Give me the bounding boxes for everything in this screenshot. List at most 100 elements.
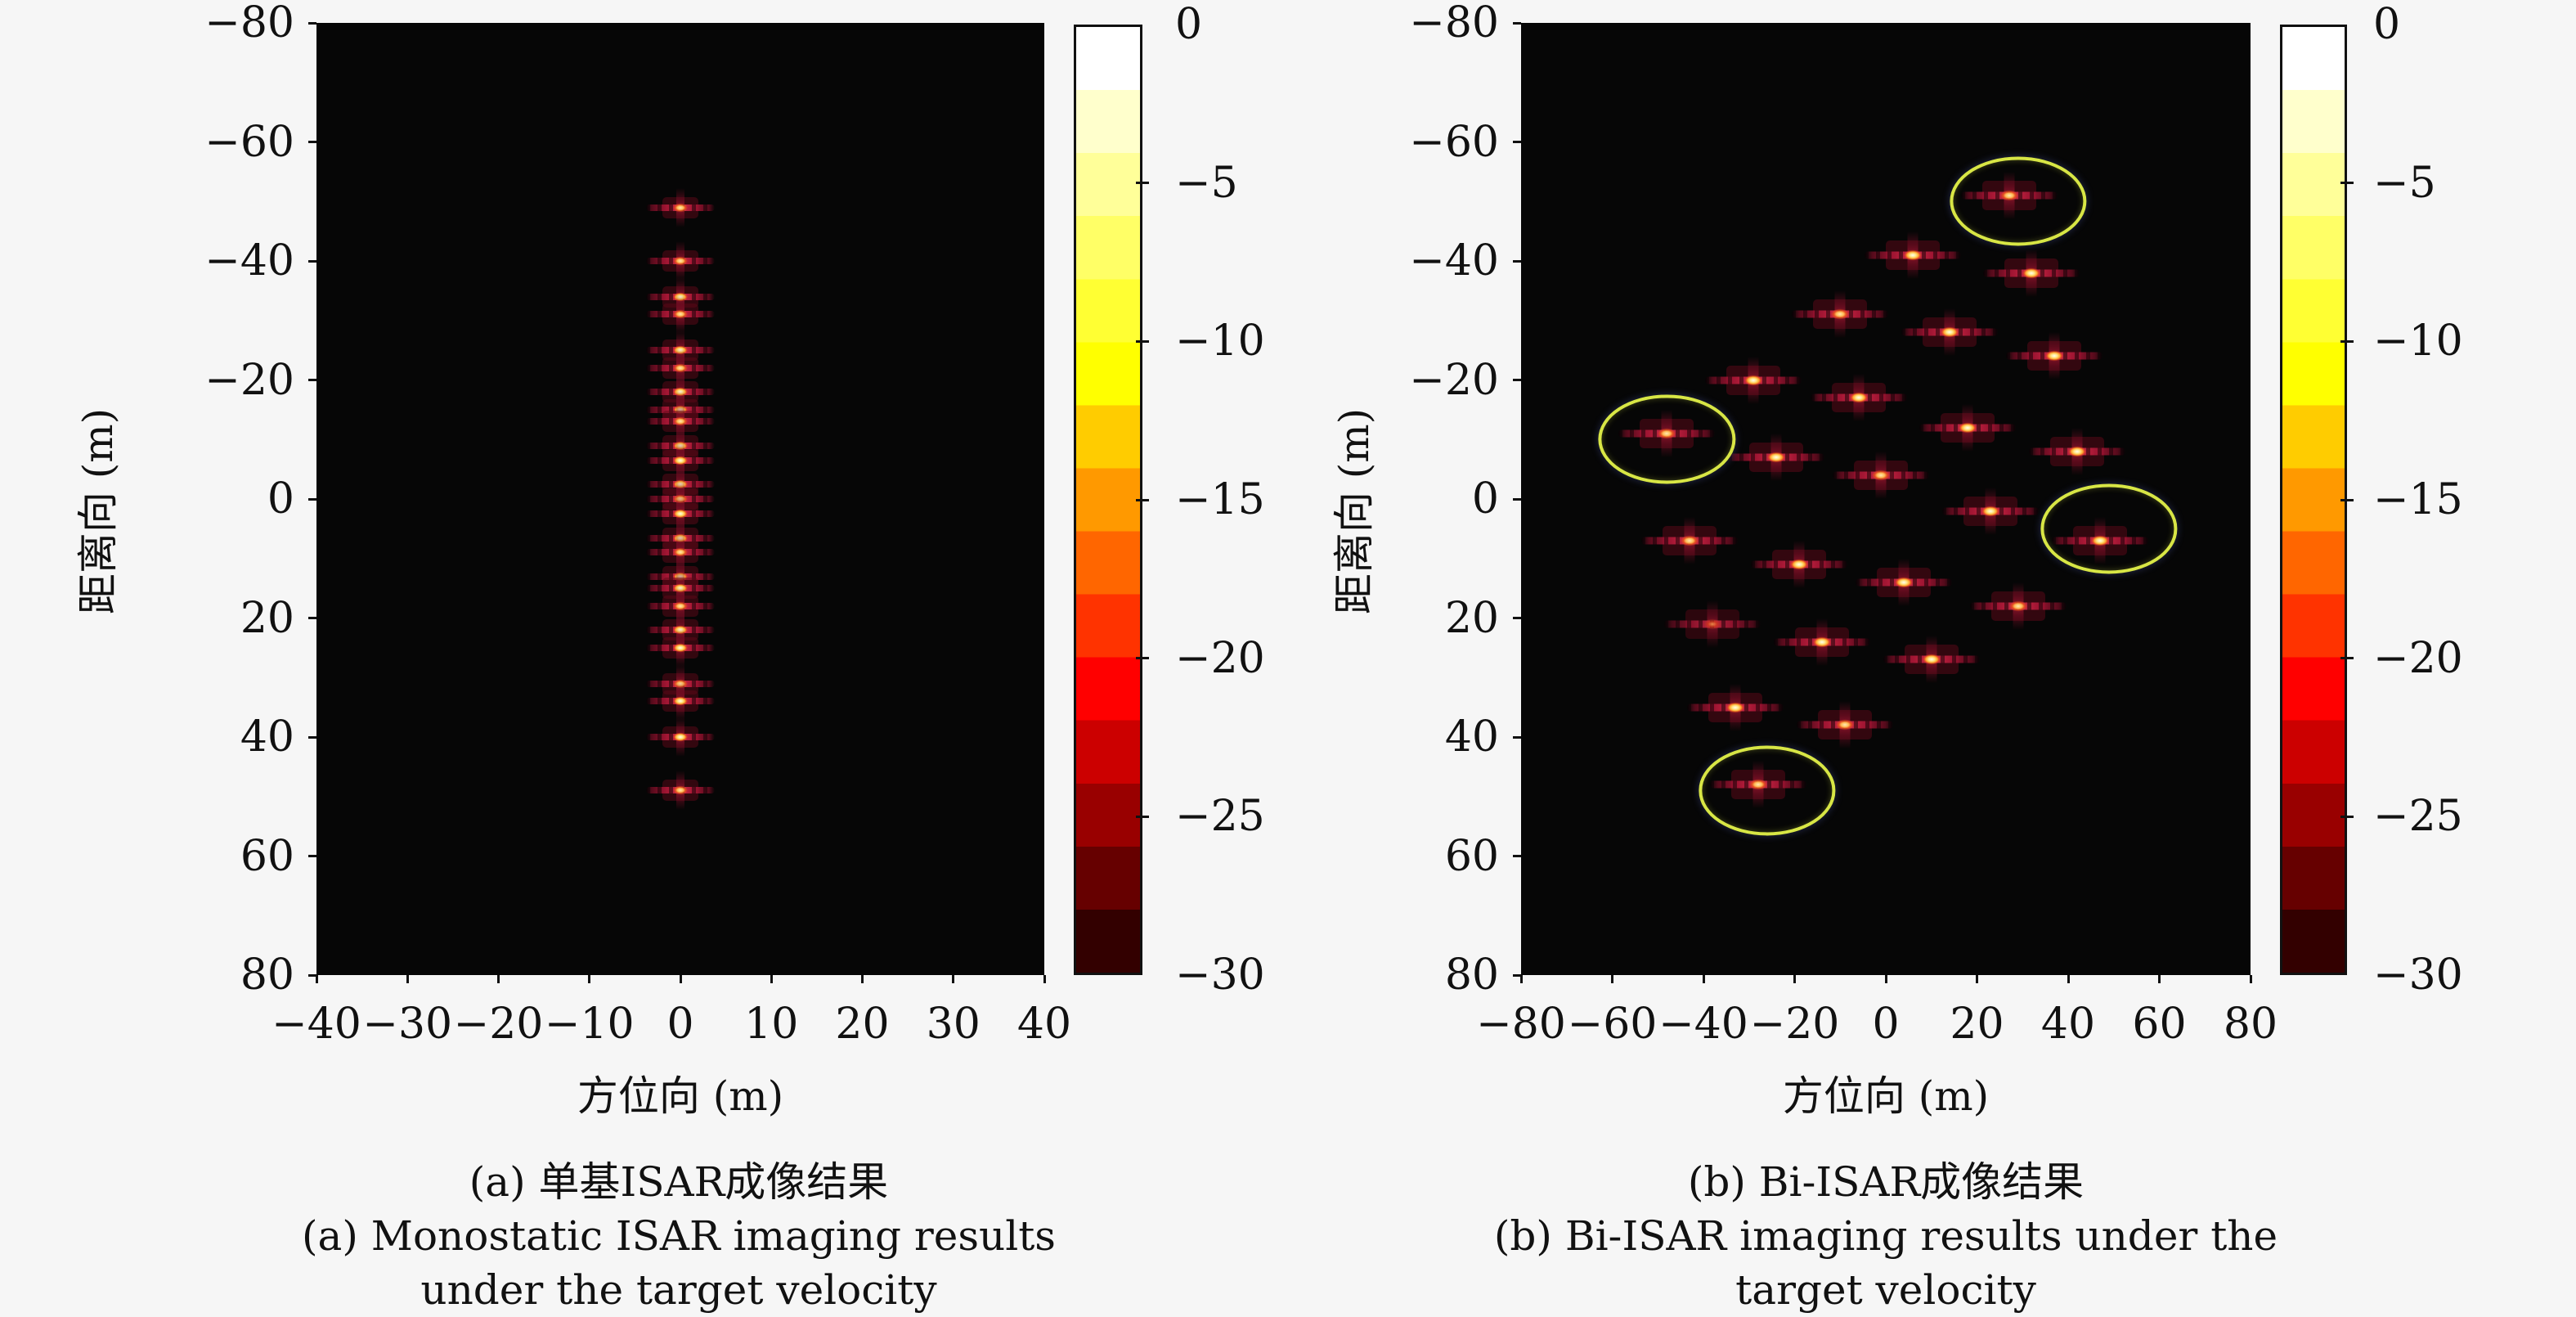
colorbar-tick-label: −20 xyxy=(2373,633,2463,683)
x-tick-mark xyxy=(315,975,318,983)
colorbar-tick-mark xyxy=(1136,498,1149,501)
point-core xyxy=(673,732,688,742)
y-tick-mark xyxy=(1513,21,1521,25)
colorbar-tick-label: −15 xyxy=(2373,475,2463,524)
x-tick-mark xyxy=(1976,975,1978,983)
y-tick-label: −80 xyxy=(204,0,294,47)
x-tick-mark xyxy=(1702,975,1705,983)
point-core xyxy=(2022,267,2041,279)
colorbar-tick-mark xyxy=(1136,182,1149,185)
x-tick-mark xyxy=(406,975,409,983)
x-tick-mark xyxy=(2067,975,2070,983)
x-tick-label: −80 xyxy=(1476,1000,1566,1049)
y-tick-mark xyxy=(1513,973,1521,977)
y-tick-mark xyxy=(308,21,316,25)
y-tick-mark xyxy=(1513,497,1521,501)
x-tick-label: 30 xyxy=(926,1000,981,1049)
y-tick-mark xyxy=(308,617,316,619)
point-core xyxy=(2008,600,2027,612)
y-tick-label: 0 xyxy=(1471,474,1499,524)
point-core xyxy=(1904,249,1923,261)
caption-en2-bisar: target velocity xyxy=(1735,1266,2036,1314)
x-tick-label: −60 xyxy=(1567,1000,1658,1049)
caption-en2-monostatic: under the target velocity xyxy=(420,1266,937,1314)
x-tick-label: −20 xyxy=(1749,1000,1840,1049)
colorbar-tick-label: −25 xyxy=(2373,792,2463,842)
y-tick-mark xyxy=(1513,735,1521,739)
x-tick-label: 20 xyxy=(835,1000,890,1049)
y-tick-mark xyxy=(1513,617,1521,619)
caption-zh-monostatic: (a) 单基ISAR成像结果 xyxy=(469,1158,889,1206)
colorbar-tick-label: −30 xyxy=(2373,951,2463,1000)
y-tick-label: −40 xyxy=(1409,236,1499,285)
x-tick-mark xyxy=(952,975,955,983)
point-core xyxy=(673,363,688,373)
x-tick-mark xyxy=(588,975,591,983)
y-tick-mark xyxy=(308,735,316,739)
y-tick-mark xyxy=(1513,259,1521,263)
caption-en1-monostatic: (a) Monostatic ISAR imaging results xyxy=(302,1212,1056,1260)
x-tick-label: 0 xyxy=(666,1000,694,1049)
plot-area-bisar xyxy=(1521,23,2251,975)
annotation-ellipse xyxy=(1699,745,1836,836)
point-core xyxy=(673,256,688,266)
colorbar-tick-label: −10 xyxy=(2373,317,2463,366)
y-tick-label: 80 xyxy=(1444,951,1499,1000)
point-core xyxy=(673,416,688,426)
y-tick-label: −40 xyxy=(204,236,294,285)
point-core xyxy=(1767,452,1786,463)
x-tick-mark xyxy=(2158,975,2161,983)
x-tick-mark xyxy=(770,975,773,983)
x-tick-label: 80 xyxy=(2223,1000,2278,1049)
y-tick-label: 40 xyxy=(1444,712,1499,762)
x-tick-mark xyxy=(1043,975,1046,983)
caption-monostatic: (a) 单基ISAR成像结果 (a) Monostatic ISAR imagi… xyxy=(172,1155,1186,1317)
point-core xyxy=(1703,618,1722,630)
colorbar-tick-mark xyxy=(2340,815,2354,818)
point-core xyxy=(1849,392,1868,403)
colorbar-tick-label: 0 xyxy=(2373,0,2401,49)
point-core xyxy=(673,309,688,319)
y-tick-label: −20 xyxy=(1409,355,1499,405)
point-core xyxy=(2045,350,2064,362)
point-core xyxy=(1726,702,1745,713)
x-axis-label-bisar: 方位向 (m) xyxy=(1782,1072,1990,1120)
y-tick-mark xyxy=(308,259,316,263)
x-tick-mark xyxy=(679,975,682,983)
y-tick-mark xyxy=(1513,141,1521,143)
colorbar-tick-mark xyxy=(2340,498,2354,501)
x-tick-label: −30 xyxy=(362,1000,453,1049)
x-tick-label: 20 xyxy=(1950,1000,2004,1049)
x-tick-label: −40 xyxy=(272,1000,361,1049)
x-tick-label: −40 xyxy=(1658,1000,1748,1049)
point-core xyxy=(1922,654,1941,665)
x-tick-label: −20 xyxy=(453,1000,544,1049)
y-tick-mark xyxy=(308,141,316,143)
x-tick-mark xyxy=(1793,975,1796,983)
annotation-ellipse xyxy=(2040,483,2178,573)
y-tick-mark xyxy=(1513,379,1521,381)
colorbar-tick-mark xyxy=(2340,182,2354,185)
annotation-ellipse xyxy=(1598,394,1736,484)
plot-area-monostatic xyxy=(316,23,1044,975)
colorbar-tick-mark xyxy=(1136,339,1149,343)
point-core xyxy=(1835,719,1854,730)
y-tick-mark xyxy=(308,855,316,857)
colorbar-tick-label: −5 xyxy=(2373,158,2436,208)
colorbar-monostatic xyxy=(1074,25,1142,975)
y-tick-label: 40 xyxy=(240,712,294,762)
x-tick-mark xyxy=(1519,975,1523,983)
y-tick-mark xyxy=(308,497,316,501)
point-core xyxy=(1981,506,2000,517)
y-tick-label: −80 xyxy=(1409,0,1499,47)
x-tick-label: −10 xyxy=(544,1000,635,1049)
y-axis-label-monostatic: 距离向 (m) xyxy=(74,407,122,615)
colorbar-tick-label: −15 xyxy=(1175,475,1265,524)
colorbar-tick-label: −30 xyxy=(1175,951,1265,1000)
y-tick-label: 80 xyxy=(240,951,294,1000)
x-tick-mark xyxy=(861,975,864,983)
x-tick-label: 0 xyxy=(1872,1000,1900,1049)
point-core xyxy=(2068,446,2087,457)
colorbar-tick-mark xyxy=(1136,657,1149,660)
point-core xyxy=(1959,422,1977,434)
